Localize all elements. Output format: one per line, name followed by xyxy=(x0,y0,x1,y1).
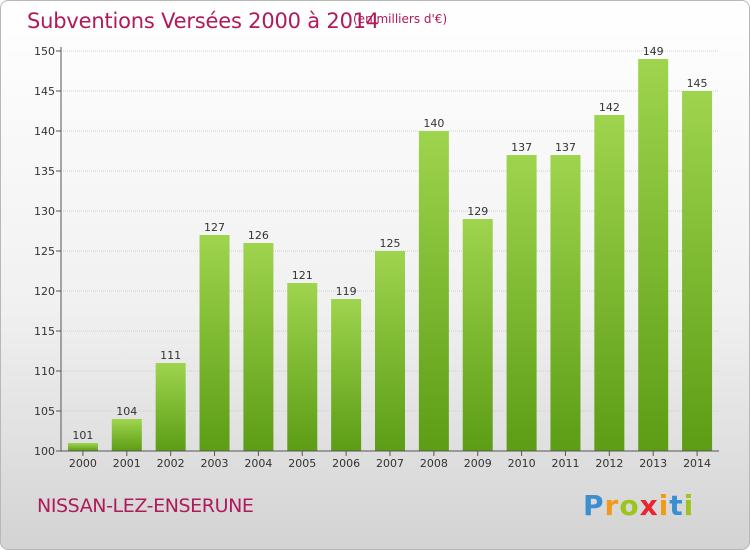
x-tick-label: 2008 xyxy=(420,457,448,470)
y-tick-label: 125 xyxy=(34,245,55,258)
logo-letter: o xyxy=(619,489,640,522)
y-tick-label: 140 xyxy=(34,125,55,138)
data-label: 145 xyxy=(687,77,708,90)
y-tick-label: 150 xyxy=(34,45,55,58)
data-label: 104 xyxy=(116,405,137,418)
x-tick-label: 2001 xyxy=(113,457,141,470)
x-tick-label: 2006 xyxy=(332,457,360,470)
y-tick-label: 105 xyxy=(34,405,55,418)
bar-2011 xyxy=(550,155,581,451)
data-label: 137 xyxy=(555,141,576,154)
bars xyxy=(67,59,713,451)
data-label: 149 xyxy=(643,45,664,58)
logo-letter: i xyxy=(683,489,695,522)
data-label: 101 xyxy=(72,429,93,442)
x-tick-label: 2012 xyxy=(595,457,623,470)
logo-letter: x xyxy=(639,489,659,522)
y-tick-label: 130 xyxy=(34,205,55,218)
bar-2014 xyxy=(682,91,713,451)
bar-2001 xyxy=(111,419,142,451)
bar-2003 xyxy=(199,235,230,451)
x-tick-label: 2000 xyxy=(69,457,97,470)
logo-letter: P xyxy=(583,489,605,522)
x-tick-label: 2002 xyxy=(157,457,185,470)
x-tick-label: 2005 xyxy=(288,457,316,470)
x-tick-label: 2011 xyxy=(551,457,579,470)
y-tick-label: 115 xyxy=(34,325,55,338)
data-label: 142 xyxy=(599,101,620,114)
bar-2009 xyxy=(462,219,493,451)
data-label: 121 xyxy=(292,269,313,282)
bar-2010 xyxy=(506,155,537,451)
bar-2008 xyxy=(418,131,449,451)
data-label: 111 xyxy=(160,349,181,362)
x-tick-label: 2003 xyxy=(201,457,229,470)
bar-2007 xyxy=(375,251,405,451)
bar-2013 xyxy=(638,59,669,451)
data-label: 129 xyxy=(467,205,488,218)
y-tick-label: 100 xyxy=(34,445,55,458)
x-tick-label: 2014 xyxy=(683,457,711,470)
x-tick-label: 2010 xyxy=(508,457,536,470)
y-tick-label: 145 xyxy=(34,85,55,98)
logo-letter: i xyxy=(658,489,670,522)
data-label: 127 xyxy=(204,221,225,234)
unit-note: (en milliers d'€) xyxy=(353,12,448,26)
data-label: 126 xyxy=(248,229,269,242)
bar-2006 xyxy=(331,299,362,451)
bar-2012 xyxy=(594,115,625,451)
data-label: 137 xyxy=(511,141,532,154)
bar-2000 xyxy=(67,443,98,451)
axes xyxy=(56,47,719,456)
x-tick-label: 2013 xyxy=(639,457,667,470)
bar-2005 xyxy=(287,283,318,451)
y-tick-label: 135 xyxy=(34,165,55,178)
x-tick-label: 2004 xyxy=(244,457,272,470)
bar-2004 xyxy=(243,243,274,451)
proxiti-logo: Proxiti xyxy=(583,489,694,522)
place-name: NISSAN-LEZ-ENSERUNE xyxy=(37,495,254,517)
logo-letter: r xyxy=(604,489,620,522)
y-tick-label: 110 xyxy=(34,365,55,378)
data-label: 125 xyxy=(380,237,401,250)
x-tick-label: 2009 xyxy=(464,457,492,470)
data-label: 119 xyxy=(336,285,357,298)
chart-title: Subventions Versées 2000 à 2014 xyxy=(27,9,380,33)
tick-labels: 100 105 110 115 120 125 130 135 140 145 150 101 2000… xyxy=(34,45,711,470)
logo-letter: t xyxy=(669,489,684,522)
y-tick-label: 120 xyxy=(34,285,55,298)
data-label: 140 xyxy=(423,117,444,130)
bar-2002 xyxy=(155,363,186,451)
x-tick-label: 2007 xyxy=(376,457,404,470)
